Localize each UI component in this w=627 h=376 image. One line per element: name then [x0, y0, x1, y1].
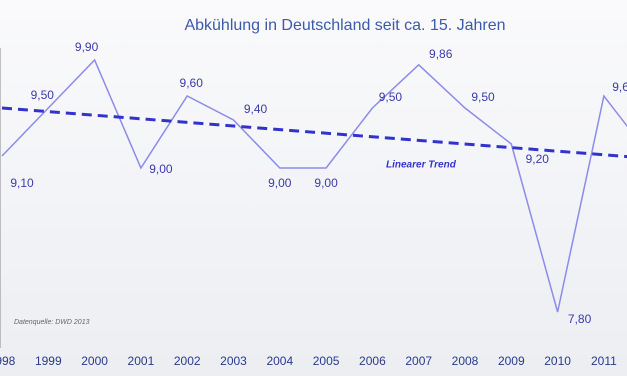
x-tick-label: 2011: [591, 354, 617, 368]
x-tick-label: 2002: [174, 354, 201, 368]
value-label: 9,10: [10, 176, 34, 190]
value-label: 9,00: [268, 176, 292, 190]
value-label: 7,80: [568, 312, 592, 326]
x-tick-label: 2001: [128, 354, 155, 368]
value-label: 9,50: [31, 88, 55, 102]
value-label: 9,60: [180, 76, 204, 90]
value-label: 9,40: [244, 102, 268, 116]
x-tick-label: 2003: [220, 354, 247, 368]
value-label: 9,86: [429, 47, 453, 61]
x-tick-label: 2008: [452, 354, 479, 368]
x-tick-label: 2007: [405, 354, 432, 368]
x-tick-label: 2006: [359, 354, 386, 368]
x-tick-label: 1998: [0, 354, 16, 368]
value-label: 9,60: [612, 80, 627, 94]
x-tick-label: 2004: [266, 354, 293, 368]
value-label: 9,50: [379, 90, 403, 104]
value-label: 9,00: [149, 162, 173, 176]
value-label: 9,20: [526, 152, 550, 166]
source-note: Datenquelle: DWD 2013: [14, 319, 90, 326]
x-tick-label: 2000: [81, 354, 108, 368]
value-label: 9,50: [471, 90, 495, 104]
data-line: [1, 58, 627, 313]
value-label: 9,90: [75, 40, 99, 54]
trend-label: Linearer Trend: [386, 160, 457, 171]
value-label: 9,00: [314, 176, 338, 190]
x-tick-label: 1999: [35, 354, 62, 368]
chart-title: Abkühlung in Deutschland seit ca. 15. Ja…: [184, 17, 505, 34]
x-tick-label: 2005: [313, 354, 340, 368]
trend-line: [1, 106, 627, 159]
x-tick-label: 2009: [498, 354, 525, 368]
x-tick-label: 2010: [544, 354, 571, 368]
